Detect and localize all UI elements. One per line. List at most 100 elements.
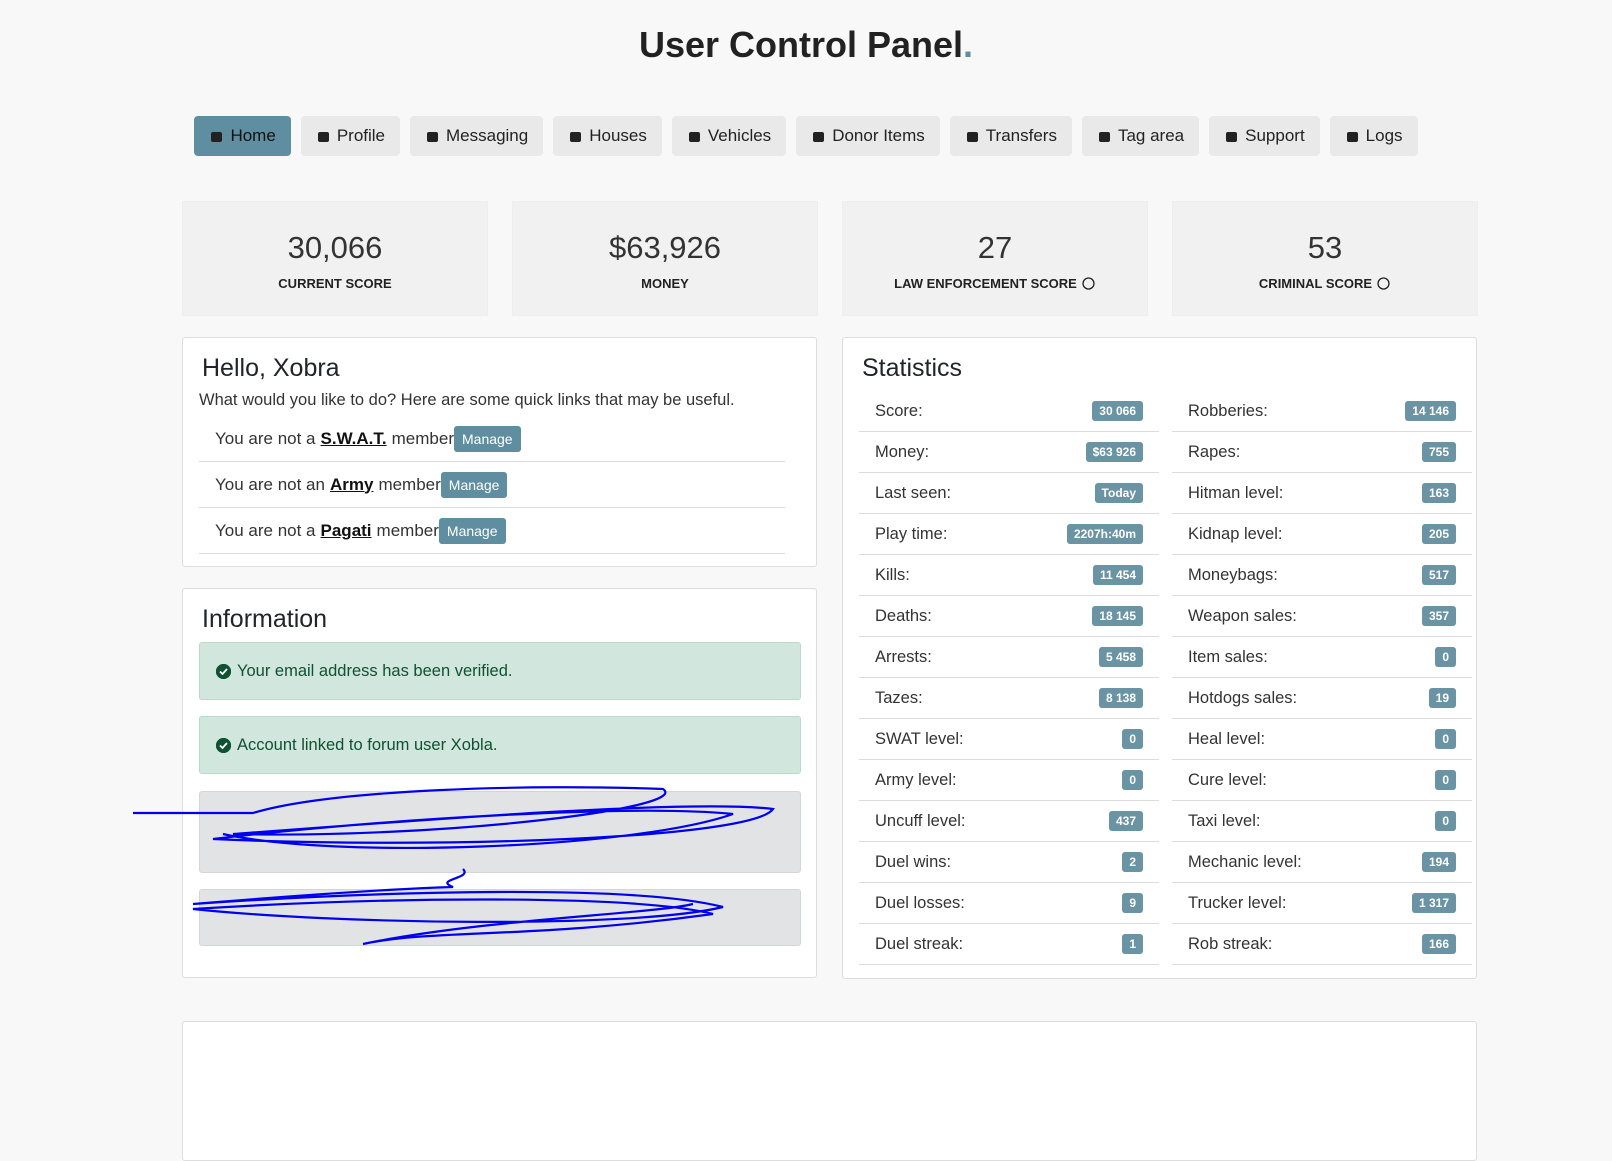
stat-badge: 0 (1122, 770, 1143, 790)
stat-badge: 1 (1122, 934, 1143, 954)
nav-button[interactable]: Messaging (410, 116, 544, 156)
stat-row: Moneybags: 517 (1172, 555, 1472, 596)
nav-button[interactable]: Houses (553, 116, 662, 156)
nav-label: Transfers (985, 126, 1057, 145)
nav-label: Tag area (1117, 126, 1185, 145)
stat-label: Arrests: (875, 647, 932, 666)
manage-button[interactable]: Manage (438, 517, 506, 544)
stat-label: Rapes: (1188, 442, 1241, 461)
summary-label: CRIMINAL SCORE (1173, 276, 1477, 291)
check-icon (216, 737, 231, 753)
stat-badge: 0 (1435, 770, 1456, 790)
stat-row: Uncuff level: 437 (859, 801, 1159, 842)
stat-badge: 517 (1421, 565, 1456, 585)
help-icon (1082, 277, 1095, 290)
stat-label: Taxi level: (1188, 811, 1261, 830)
stat-row: Trucker level: 1 317 (1172, 883, 1472, 924)
summary-value: 30,066 (287, 230, 383, 265)
stat-badge: Today (1094, 483, 1143, 503)
stat-label: Duel losses: (875, 893, 965, 912)
stat-row: Score: 30 066 (859, 391, 1159, 432)
stat-label: Uncuff level: (875, 811, 966, 830)
stat-label: Moneybags: (1188, 565, 1278, 584)
stat-row: Army level: 0 (859, 760, 1159, 801)
stat-badge: 30 066 (1092, 401, 1143, 421)
nav-icon (1346, 131, 1358, 142)
stat-badge: 19 (1428, 688, 1456, 708)
nav-icon (688, 131, 700, 142)
membership-row: You are not a Pagati member Manage (199, 508, 785, 554)
nav-icon (427, 131, 438, 142)
nav-button[interactable]: Donor Items (796, 116, 940, 156)
summary-label-text: LAW ENFORCEMENT SCORE (894, 276, 1077, 291)
stat-label: Robberies: (1188, 401, 1268, 420)
stat-label: Money: (875, 442, 930, 461)
stat-row: SWAT level: 0 (859, 719, 1159, 760)
stat-badge: 163 (1421, 483, 1456, 503)
nav-button[interactable]: Home (194, 116, 291, 156)
stat-badge: 0 (1435, 729, 1456, 749)
stat-label: Duel wins: (875, 852, 952, 871)
stat-row: Deaths: 18 145 (859, 596, 1159, 637)
summary-label-text: MONEY (641, 276, 689, 291)
nav-button[interactable]: Support (1209, 116, 1320, 156)
stat-label: Item sales: (1188, 647, 1268, 666)
nav-label: Vehicles (707, 126, 772, 145)
stats-title: Statistics (862, 354, 963, 382)
nav-bar: Home Profile Messaging Houses Vehicles Donor … (0, 116, 1612, 156)
alert-success: Your email address has been verified. (199, 642, 801, 700)
manage-button[interactable]: Manage (454, 425, 521, 452)
check-icon (216, 663, 231, 679)
bottom-panel (182, 1021, 1477, 1161)
stat-label: Mechanic level: (1188, 852, 1302, 871)
nav-button[interactable]: Profile (300, 116, 400, 156)
stat-badge: 2 (1122, 852, 1143, 872)
nav-button[interactable]: Transfers (949, 116, 1072, 156)
membership-row: You are not a S.W.A.T. member Manage (199, 416, 785, 462)
nav-label: Profile (336, 126, 385, 145)
membership-suffix: member (391, 428, 454, 448)
stat-row: Duel wins: 2 (859, 842, 1159, 883)
summary-card: $63,926 MONEY (512, 201, 818, 316)
stat-row: Duel streak: 1 (859, 924, 1159, 965)
summary-card: 27 LAW ENFORCEMENT SCORE (842, 201, 1148, 316)
stat-row: Taxi level: 0 (1172, 801, 1472, 842)
hello-title: Hello, Xobra (202, 354, 340, 382)
stat-row: Last seen: Today (859, 473, 1159, 514)
info-panel: Information Your email address has been … (133, 588, 817, 978)
nav-button[interactable]: Vehicles (671, 116, 787, 156)
page-title: User Control Panel. (0, 24, 1612, 66)
membership-link[interactable]: S.W.A.T. (320, 428, 387, 448)
stat-row: Weapon sales: 357 (1172, 596, 1472, 637)
membership-link[interactable]: Pagati (320, 520, 372, 540)
stat-label: Tazes: (875, 688, 923, 707)
stat-row: Play time: 2207h:40m (859, 514, 1159, 555)
membership-link[interactable]: Army (329, 474, 374, 494)
summary-label: CURRENT SCORE (183, 276, 487, 291)
membership-prefix: You are not a (215, 428, 316, 448)
stat-badge: $63 926 (1085, 442, 1143, 462)
manage-button[interactable]: Manage (440, 471, 508, 498)
stat-row: Item sales: 0 (1172, 637, 1472, 678)
stat-label: Army level: (875, 770, 957, 789)
stat-badge: 1 317 (1411, 893, 1456, 913)
stat-badge: 755 (1421, 442, 1456, 462)
stat-row: Rapes: 755 (1172, 432, 1472, 473)
stats-panel: Statistics Score: 30 066 Money: $63 926 Last… (842, 337, 1477, 979)
stat-badge: 2207h:40m (1066, 524, 1143, 544)
summary-card: 30,066 CURRENT SCORE (182, 201, 488, 316)
nav-button[interactable]: Logs (1329, 116, 1418, 156)
nav-button[interactable]: Tag area (1081, 116, 1200, 156)
stat-label: Hitman level: (1188, 483, 1284, 502)
scribble (133, 786, 775, 946)
stat-badge: 9 (1122, 893, 1143, 913)
stat-badge: 18 145 (1092, 606, 1143, 626)
stat-row: Mechanic level: 194 (1172, 842, 1472, 883)
stat-label: Play time: (875, 524, 948, 543)
nav-icon (211, 131, 223, 142)
stat-label: Kills: (875, 565, 910, 584)
stat-badge: 5 458 (1098, 647, 1143, 667)
stat-label: Trucker level: (1188, 893, 1287, 912)
nav-label: Logs (1365, 126, 1403, 145)
hello-intro: What would you like to do? Here are some… (199, 391, 735, 409)
